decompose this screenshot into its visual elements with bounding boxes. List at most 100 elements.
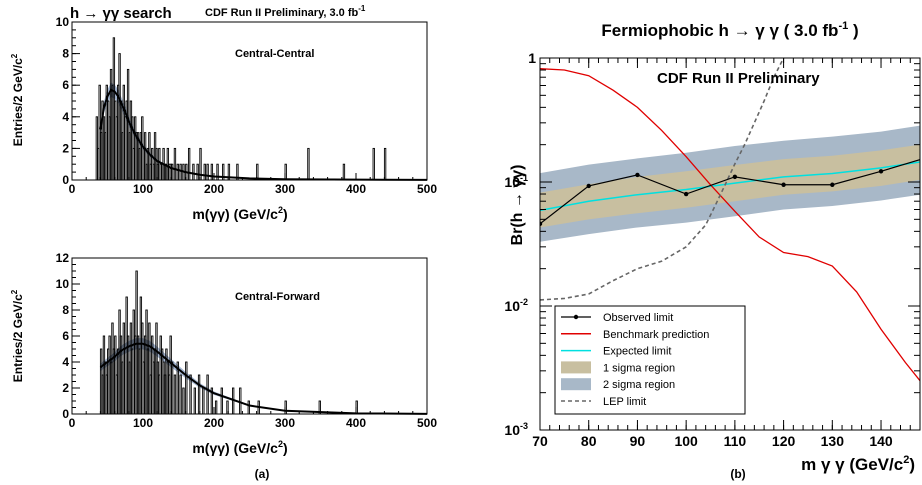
cf-label: Central-Forward bbox=[235, 291, 320, 303]
cc-bar bbox=[143, 132, 147, 181]
cf-fit-band-area bbox=[100, 338, 428, 414]
cf-bar bbox=[226, 400, 229, 415]
cc-bar bbox=[284, 163, 287, 181]
limit-xtick-label: 130 bbox=[821, 433, 845, 449]
cc-xtick-label: 200 bbox=[204, 182, 224, 196]
cf-bar bbox=[202, 387, 205, 415]
observed-point bbox=[683, 191, 689, 197]
cc-bar bbox=[176, 163, 179, 181]
cc-ytick-label: 6 bbox=[62, 78, 69, 92]
cf-bar bbox=[185, 361, 188, 415]
cf-xtick-label: 200 bbox=[204, 416, 224, 430]
cf-fit-band bbox=[100, 338, 428, 414]
cf-fit-curve bbox=[99, 342, 428, 415]
cc-bar bbox=[187, 147, 191, 181]
cc-bar bbox=[256, 163, 259, 181]
legend-label: Benchmark prediction bbox=[603, 329, 709, 341]
cf-xtick-label: 400 bbox=[346, 416, 366, 430]
cf-ytick-label: 4 bbox=[62, 355, 69, 369]
cf-bar bbox=[318, 400, 321, 415]
right-xlabel: m γ γ (GeV/c2) bbox=[801, 454, 915, 474]
limit-xtick-label: 100 bbox=[674, 433, 698, 449]
observed-point bbox=[540, 221, 543, 227]
cc-bar bbox=[192, 163, 195, 181]
cf-ytick-label: 10 bbox=[56, 277, 70, 291]
cf-bar bbox=[170, 361, 174, 415]
cf-bar bbox=[179, 374, 182, 415]
limit-plot-frame bbox=[539, 57, 921, 431]
cc-bar bbox=[196, 163, 199, 181]
cc-label: Central-Central bbox=[235, 48, 314, 60]
cf-bar bbox=[239, 387, 242, 415]
cc-bar bbox=[372, 147, 375, 181]
left-header: h → γγ search bbox=[70, 5, 172, 22]
left-figure: h → γγ search CDF Run II Preliminary, 3.… bbox=[10, 4, 437, 481]
cc-ytick-label: 4 bbox=[62, 110, 69, 124]
legend-swatch-box bbox=[561, 378, 591, 391]
observed-point bbox=[732, 174, 738, 180]
limit-ytick-exponent: -1 bbox=[520, 173, 528, 183]
limit-ytick-label: 10-2 bbox=[504, 297, 528, 314]
cc-bar bbox=[210, 163, 214, 181]
cc-fit bbox=[99, 88, 428, 181]
cc-bar bbox=[342, 163, 346, 181]
cf-ytick-label: 0 bbox=[62, 407, 69, 421]
observed-point bbox=[878, 169, 884, 174]
legend-label: LEP limit bbox=[603, 396, 646, 408]
cc-fit-curve bbox=[99, 88, 428, 181]
observed-point bbox=[586, 183, 591, 189]
legend-box bbox=[554, 305, 746, 415]
limit-xtick-label: 110 bbox=[724, 433, 747, 449]
observed-point bbox=[830, 182, 835, 187]
legend-label: 1 sigma region bbox=[603, 362, 675, 374]
lep-line bbox=[540, 58, 785, 301]
cc-xtick-label: 300 bbox=[275, 182, 295, 196]
cf-ytick-label: 12 bbox=[56, 251, 70, 265]
legend-marker-observed bbox=[573, 314, 579, 320]
cc-bar bbox=[126, 68, 130, 181]
cf-bar bbox=[176, 361, 179, 415]
cf-bar bbox=[214, 400, 218, 415]
cc-fit-band-area bbox=[100, 82, 428, 180]
cf-plot-frame bbox=[71, 257, 428, 415]
right-figure: Fermiophobic h → γ γ ( 3.0 fb-1 ) 70 80 90… bbox=[504, 20, 921, 481]
cc-bar bbox=[148, 132, 151, 181]
cf-bar bbox=[355, 400, 358, 415]
cf-axes: 0 100 200 300 400 500 0 2 4 6 8 10 12 bbox=[56, 251, 438, 430]
limit-xtick-label: 120 bbox=[772, 433, 796, 449]
cc-xtick-label: 400 bbox=[346, 182, 366, 196]
cf-bar bbox=[182, 387, 185, 415]
caption-a: (a) bbox=[255, 467, 270, 481]
right-title: Fermiophobic h → γ γ ( 3.0 fb-1 ) bbox=[601, 20, 858, 40]
cf-xtick-label: 300 bbox=[275, 416, 295, 430]
cf-plot: 0 100 200 300 400 500 0 2 4 6 8 10 12 Central-Forwar… bbox=[10, 251, 437, 456]
cc-bar bbox=[173, 147, 177, 181]
cf-bar bbox=[220, 387, 223, 415]
expected-line bbox=[540, 161, 920, 212]
cf-ytick-label: 8 bbox=[62, 303, 69, 317]
cf-ytick-label: 6 bbox=[62, 329, 69, 343]
legend: Observed limit Benchmark prediction Expect… bbox=[554, 305, 746, 415]
cc-bar bbox=[199, 147, 202, 181]
sigma1-band bbox=[540, 144, 920, 228]
cc-bar bbox=[383, 147, 387, 181]
limit-ytick-label: 10-3 bbox=[504, 421, 528, 438]
cc-bar bbox=[206, 163, 209, 181]
benchmark-line bbox=[540, 68, 920, 382]
cf-bar bbox=[189, 374, 192, 415]
legend-label: Expected limit bbox=[603, 346, 671, 358]
cf-fit bbox=[99, 342, 428, 415]
cf-bar bbox=[197, 374, 201, 415]
legend-label: Observed limit bbox=[603, 312, 673, 324]
legend-label: 2 sigma region bbox=[603, 379, 675, 391]
cc-ytick-label: 0 bbox=[62, 173, 69, 187]
cc-bar bbox=[203, 163, 206, 181]
cc-bar bbox=[236, 163, 239, 181]
cc-bar bbox=[170, 163, 174, 181]
limit-ytick-exponent: -3 bbox=[520, 421, 528, 431]
cc-bar bbox=[307, 147, 310, 181]
cc-xlabel: m(γγ) (GeV/c2) bbox=[192, 205, 287, 222]
limit-xtick-label: 140 bbox=[869, 433, 893, 449]
